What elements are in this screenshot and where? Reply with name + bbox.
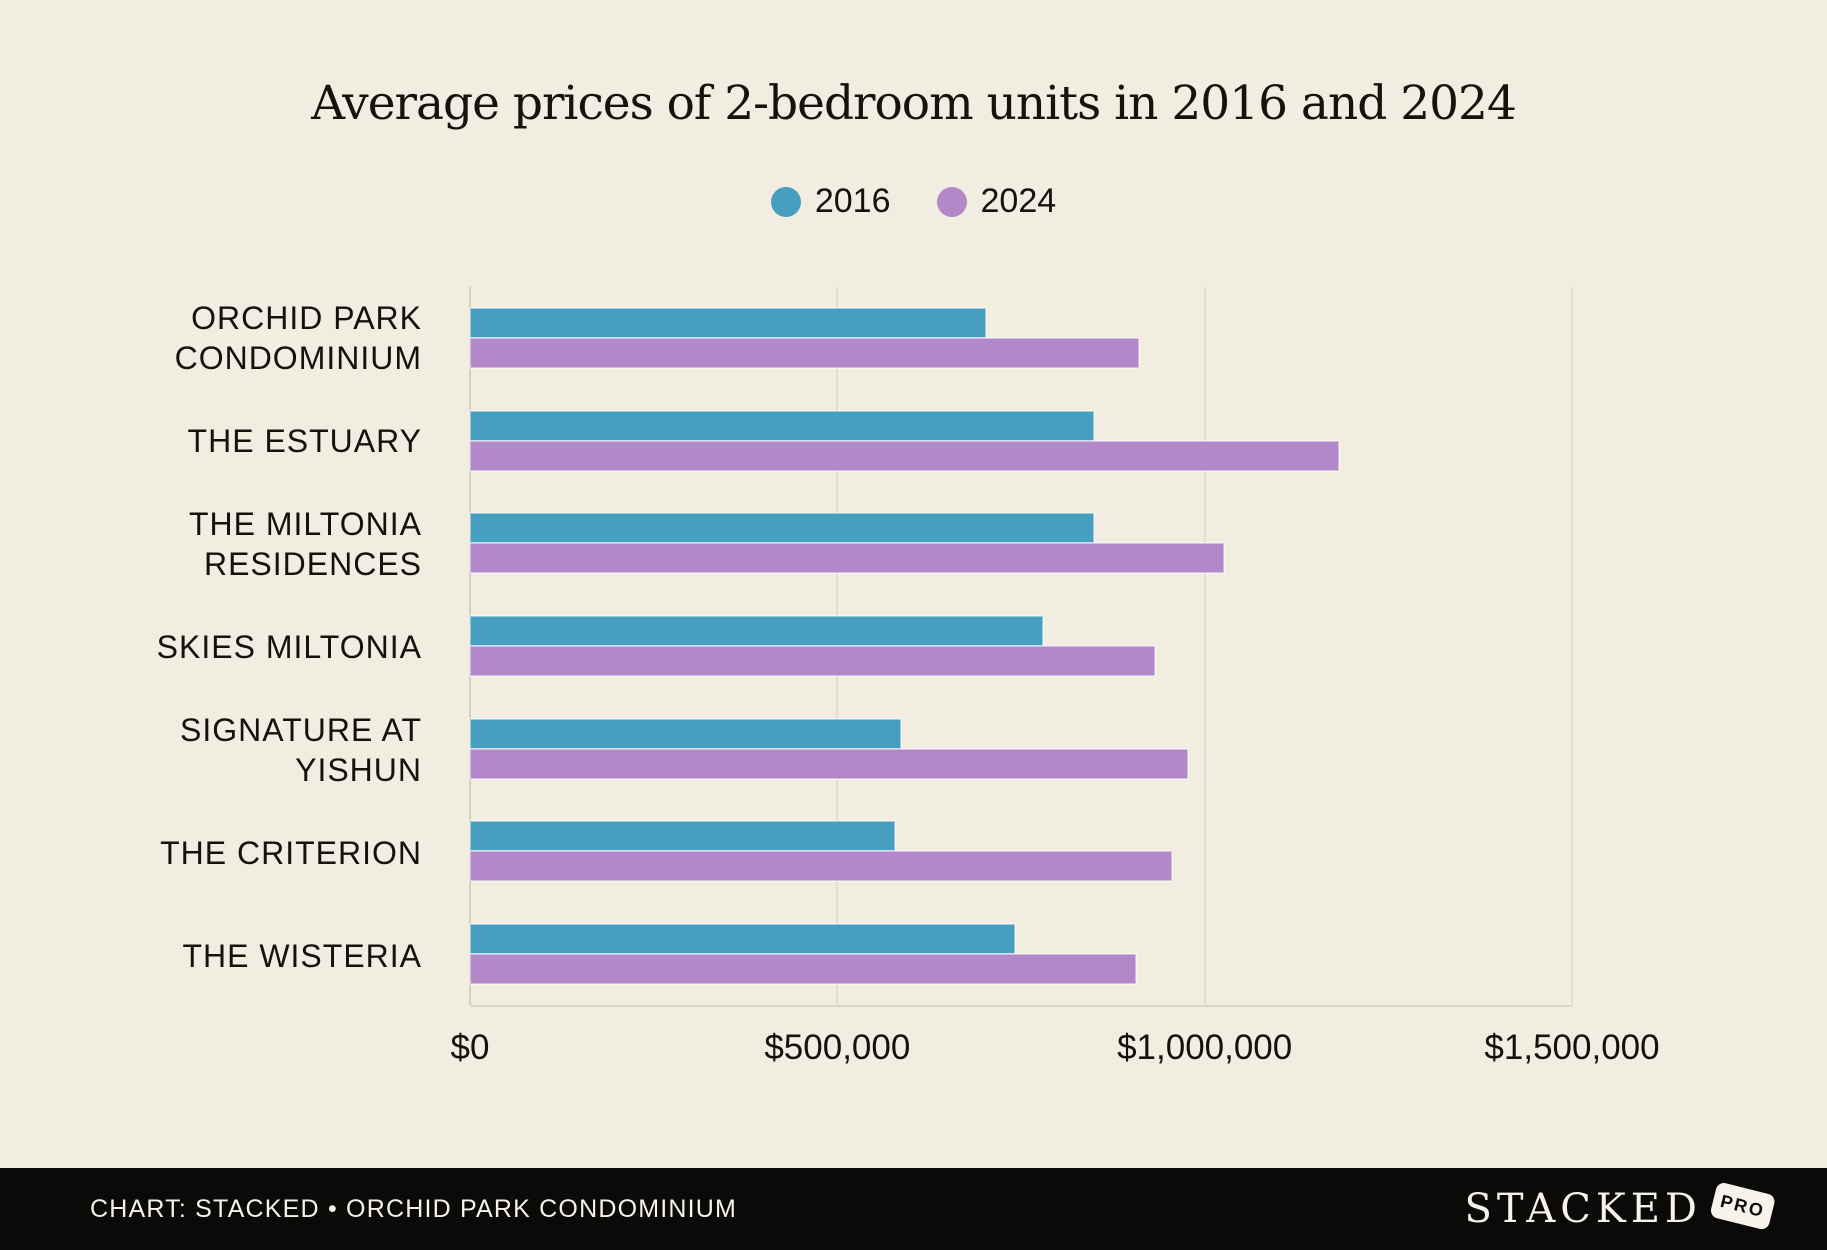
category-label: ORCHID PARK CONDOMINIUM — [174, 300, 422, 377]
x-tick-label: $500,000 — [764, 1028, 911, 1067]
category-label: SIGNATURE AT YISHUN — [180, 711, 422, 788]
legend: 2016 2024 — [0, 182, 1827, 221]
bar-2016 — [468, 512, 1096, 545]
bar-2024 — [469, 542, 1225, 575]
bar-2016 — [469, 717, 902, 750]
plot-area — [468, 287, 1573, 1007]
bar-group-7 — [468, 902, 1572, 1005]
bar-group-4 — [468, 595, 1572, 698]
bar-2024 — [469, 952, 1137, 985]
footer-credit: CHART: STACKED • ORCHID PARK CONDOMINIUM — [90, 1194, 738, 1223]
category-label-row: THE CRITERION — [52, 801, 422, 904]
x-tick-label: $1,000,000 — [1117, 1028, 1293, 1067]
bar-group-5 — [469, 697, 1572, 800]
bar-2016 — [468, 615, 1045, 648]
category-label-row: THE MILTONIA RESIDENCES — [52, 493, 422, 596]
legend-item-2016: 2016 — [770, 182, 891, 221]
footer-bar: CHART: STACKED • ORCHID PARK CONDOMINIUM… — [0, 1168, 1827, 1250]
legend-item-2024: 2024 — [936, 182, 1057, 221]
category-labels: ORCHID PARK CONDOMINIUM THE ESTUARY THE MI… — [52, 287, 422, 1007]
bar-group-1 — [468, 287, 1572, 390]
brand-logo: STACKED PRO — [1464, 1181, 1777, 1232]
x-axis-ticks: $0 $500,000 $1,000,000 $1,500,000 — [451, 1028, 1660, 1074]
bar-group-3 — [468, 492, 1572, 595]
bar-2016 — [468, 820, 897, 853]
bar-2024 — [468, 645, 1157, 678]
category-label: THE WISTERIA — [182, 937, 422, 974]
bar-group-6 — [468, 800, 1572, 903]
legend-dot-2016-icon — [770, 186, 801, 217]
gridline-1000000 — [1203, 287, 1206, 1005]
category-label: THE ESTUARY — [187, 423, 422, 460]
brand-pro-badge: PRO — [1709, 1181, 1777, 1231]
bar-group-2 — [468, 390, 1572, 493]
bar-2016 — [468, 409, 1096, 442]
x-tick-label: $0 — [450, 1028, 490, 1067]
bar-2024 — [469, 747, 1189, 780]
gridline-1500000 — [1571, 287, 1573, 1005]
category-label-row: ORCHID PARK CONDOMINIUM — [52, 287, 422, 390]
category-label-row: SIGNATURE AT YISHUN — [52, 698, 422, 801]
category-label: THE MILTONIA RESIDENCES — [188, 506, 422, 583]
bar-rows — [468, 287, 1572, 1005]
category-label-row: THE ESTUARY — [52, 390, 422, 493]
bar-2016 — [468, 922, 1017, 955]
category-label: SKIES MILTONIA — [156, 629, 422, 665]
bar-2024 — [468, 337, 1141, 370]
chart-title: Average prices of 2-bedroom units in 201… — [311, 76, 1517, 131]
category-label: THE CRITERION — [160, 834, 422, 871]
bar-2024 — [468, 439, 1341, 472]
x-tick-label: $1,500,000 — [1484, 1028, 1660, 1067]
legend-label-2016: 2016 — [814, 182, 891, 220]
bar-2024 — [469, 850, 1173, 883]
category-label-row: THE WISTERIA — [52, 904, 422, 1007]
category-label-row: SKIES MILTONIA — [52, 596, 422, 699]
brand-name: STACKED — [1464, 1186, 1702, 1232]
bar-2016 — [468, 307, 988, 340]
legend-dot-2024-icon — [936, 186, 967, 217]
legend-label-2024: 2024 — [980, 182, 1057, 220]
